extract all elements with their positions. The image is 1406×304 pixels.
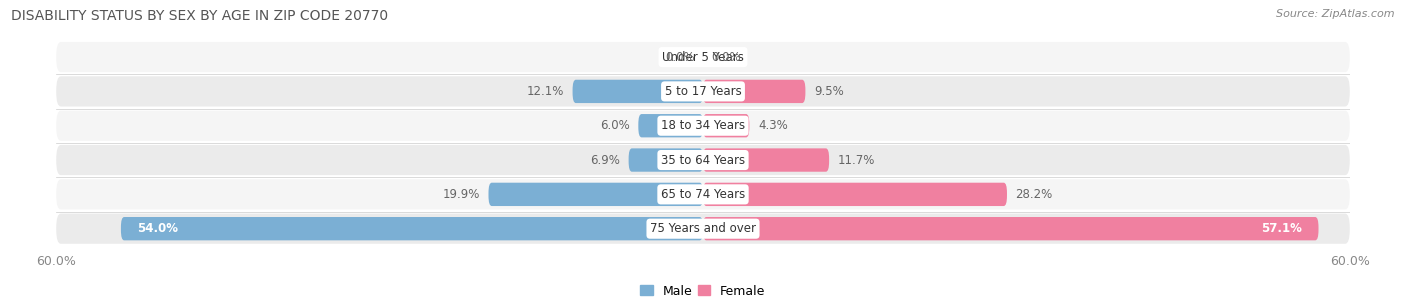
FancyBboxPatch shape — [56, 111, 1350, 141]
FancyBboxPatch shape — [703, 80, 806, 103]
Text: 4.3%: 4.3% — [758, 119, 787, 132]
Text: 6.9%: 6.9% — [591, 154, 620, 167]
FancyBboxPatch shape — [703, 217, 1319, 240]
Text: 6.0%: 6.0% — [600, 119, 630, 132]
FancyBboxPatch shape — [488, 183, 703, 206]
Text: 0.0%: 0.0% — [711, 50, 741, 64]
FancyBboxPatch shape — [703, 114, 749, 137]
Text: 18 to 34 Years: 18 to 34 Years — [661, 119, 745, 132]
Text: 12.1%: 12.1% — [527, 85, 564, 98]
FancyBboxPatch shape — [56, 214, 1350, 244]
FancyBboxPatch shape — [628, 148, 703, 172]
Text: 19.9%: 19.9% — [443, 188, 479, 201]
Text: 0.0%: 0.0% — [665, 50, 695, 64]
FancyBboxPatch shape — [121, 217, 703, 240]
FancyBboxPatch shape — [56, 42, 1350, 72]
Text: 65 to 74 Years: 65 to 74 Years — [661, 188, 745, 201]
Text: Source: ZipAtlas.com: Source: ZipAtlas.com — [1277, 9, 1395, 19]
Text: 9.5%: 9.5% — [814, 85, 844, 98]
Text: 57.1%: 57.1% — [1261, 222, 1302, 235]
Text: 35 to 64 Years: 35 to 64 Years — [661, 154, 745, 167]
Text: 11.7%: 11.7% — [838, 154, 875, 167]
FancyBboxPatch shape — [703, 183, 1007, 206]
Text: 5 to 17 Years: 5 to 17 Years — [665, 85, 741, 98]
Text: Under 5 Years: Under 5 Years — [662, 50, 744, 64]
FancyBboxPatch shape — [572, 80, 703, 103]
FancyBboxPatch shape — [56, 76, 1350, 106]
Text: 54.0%: 54.0% — [138, 222, 179, 235]
Text: DISABILITY STATUS BY SEX BY AGE IN ZIP CODE 20770: DISABILITY STATUS BY SEX BY AGE IN ZIP C… — [11, 9, 388, 23]
Legend: Male, Female: Male, Female — [636, 280, 770, 302]
Text: 28.2%: 28.2% — [1015, 188, 1053, 201]
FancyBboxPatch shape — [56, 145, 1350, 175]
FancyBboxPatch shape — [638, 114, 703, 137]
Text: 75 Years and over: 75 Years and over — [650, 222, 756, 235]
FancyBboxPatch shape — [56, 179, 1350, 209]
FancyBboxPatch shape — [703, 148, 830, 172]
